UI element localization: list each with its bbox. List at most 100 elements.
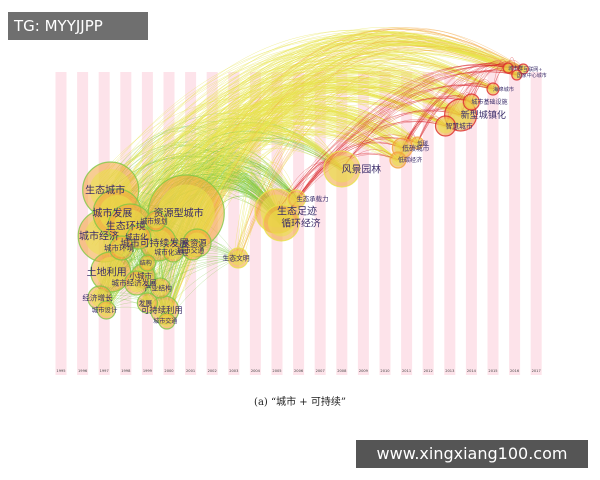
keyword-label: 城市经济 [79, 230, 119, 243]
year-stripe [465, 72, 477, 375]
keyword-label: 城市化 [125, 232, 148, 242]
year-tick-label: 2000 [164, 369, 174, 373]
keyword-label: 城市发展 [92, 207, 132, 220]
citation-link [417, 82, 494, 144]
year-tick-label: 2002 [208, 369, 217, 373]
citation-link [196, 75, 471, 208]
citation-link [160, 32, 509, 287]
citation-link [296, 110, 461, 200]
citation-link [397, 83, 494, 161]
keyword-node-ring [158, 312, 176, 330]
year-tick-label: 2014 [467, 369, 477, 373]
citation-link [112, 70, 470, 229]
keyword-node-core [391, 154, 404, 166]
year-stripe [509, 72, 521, 375]
year-stripe [401, 72, 413, 375]
year-tick-label: 2004 [251, 369, 261, 373]
keyword-node-core [230, 250, 246, 266]
year-stripe [422, 72, 434, 375]
citation-link [200, 130, 400, 245]
year-stripe [444, 72, 456, 375]
keyword-node-ring [227, 247, 249, 269]
keyword-node-core [185, 242, 201, 258]
year-stripe [530, 72, 542, 375]
year-tick-label: 1997 [100, 369, 109, 373]
keyword-node-ring [410, 136, 424, 150]
keyword-node-core [112, 239, 131, 257]
citation-link [95, 84, 448, 300]
citation-link [114, 39, 517, 281]
watermark-site: www.xingxiang100.com [356, 440, 588, 468]
keyword-node-ring [517, 63, 529, 75]
keyword-label: 产业结构 [145, 283, 172, 292]
keyword-node-core [289, 192, 304, 206]
citation-link [168, 27, 525, 319]
citation-link [397, 63, 509, 161]
year-tick-label: 2006 [294, 369, 304, 373]
keyword-node-core [127, 274, 146, 292]
keyword-label: 城市群 [508, 65, 523, 72]
keyword-node-ring [286, 189, 307, 209]
keyword-label: 水资源 [182, 238, 208, 248]
keyword-label: 循环经济 [281, 216, 320, 229]
keyword-label: 城市经济发展 [112, 278, 158, 288]
keyword-node-ring [444, 98, 478, 132]
keyword-label: 智慧城市 [445, 121, 472, 130]
year-tick-label: 1998 [121, 369, 131, 373]
year-stripe [314, 72, 326, 375]
citation-link [101, 33, 524, 264]
keyword-node-core [465, 96, 478, 108]
keyword-label: 经济增长 [82, 293, 113, 303]
citation-link [106, 257, 239, 311]
keyword-node-ring [138, 254, 156, 272]
keyword-label: 城市规划 [140, 216, 167, 225]
keyword-label: 城市交通 [177, 245, 204, 254]
watermark-tag: TG: MYYJJPP [8, 12, 148, 40]
keyword-label: 资源型城市 [154, 207, 204, 220]
keyword-node-ring [262, 204, 300, 242]
keyword-node-core [160, 315, 173, 327]
keyword-label: 海绵城市 [493, 85, 514, 93]
citation-link [341, 70, 517, 170]
year-tick-label: 2001 [186, 369, 195, 373]
year-tick-label: 2008 [337, 369, 347, 373]
keyword-node-core [412, 138, 422, 148]
keyword-node-core [129, 228, 148, 246]
year-tick-label: 2011 [402, 369, 411, 373]
year-stripe [379, 72, 391, 375]
figure-caption: (a) “城市 + 可持续” [254, 397, 346, 408]
year-tick-label: 2013 [445, 369, 454, 373]
keyword-node-core [148, 213, 164, 229]
year-tick-label: 2005 [272, 369, 281, 373]
keyword-label: 可持续利用 [141, 305, 183, 315]
keyword-node-core [139, 295, 155, 311]
year-tick-label: 1999 [143, 369, 153, 373]
keyword-node-core [328, 155, 356, 183]
year-tick-label: 2009 [359, 369, 369, 373]
keyword-node-ring [462, 93, 480, 111]
keyword-label: 低碳经济 [398, 156, 422, 164]
keyword-node-core [519, 65, 527, 73]
keyword-node-core [165, 244, 181, 260]
keyword-node-ring [389, 151, 407, 169]
keyword-node-ring [182, 239, 204, 261]
keyword-label: 生态环境 [106, 220, 146, 233]
year-tick-label: 2003 [229, 369, 238, 373]
keyword-node-ring [145, 210, 167, 232]
year-axis: 1995 1996 1997 1998 1999 2000 2001 2002 2003 2004… [56, 369, 540, 373]
citation-link [296, 64, 509, 200]
year-tick-label: 1996 [78, 369, 88, 373]
keyword-node-ring [124, 270, 150, 296]
keyword-label: 低碳 [417, 139, 428, 147]
keyword-label: 城市交通 [153, 317, 177, 325]
citation-link [237, 29, 509, 263]
year-stripe [487, 72, 499, 375]
citation-link [140, 35, 523, 286]
keyword-label: 城市可持续发展 [120, 236, 189, 249]
keyword-label: 风景园林 [342, 162, 381, 175]
year-tick-label: 2010 [380, 369, 390, 373]
keyword-node-ring [108, 235, 135, 261]
keyword-node-core [157, 184, 215, 242]
